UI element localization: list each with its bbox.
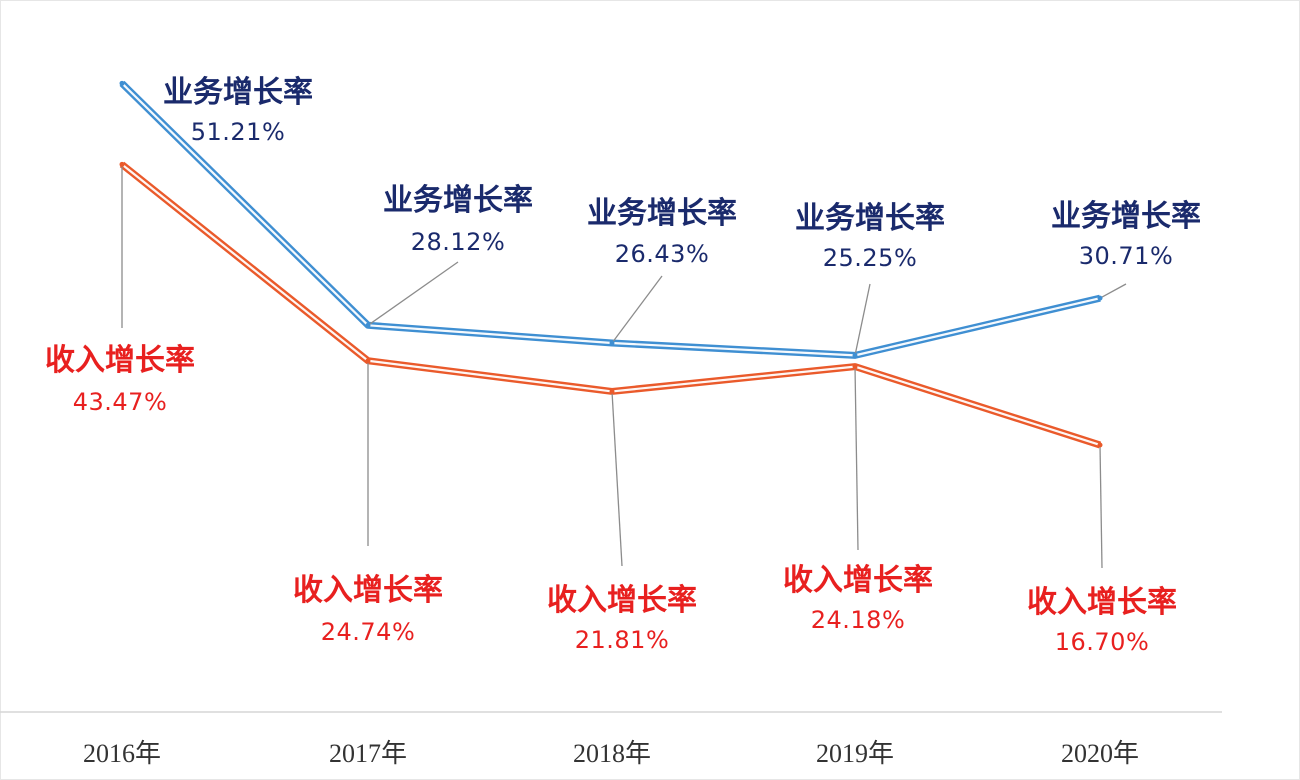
data-label-value: 28.12%	[411, 228, 506, 256]
data-label-value: 21.81%	[575, 626, 670, 654]
data-label-name: 收入增长率	[783, 563, 933, 598]
data-label-name: 收入增长率	[1027, 585, 1177, 620]
data-label-value: 43.47%	[73, 388, 168, 416]
data-label-name: 业务增长率	[383, 183, 533, 218]
data-label-name: 收入增长率	[547, 583, 697, 618]
leader-line	[611, 391, 623, 567]
leader-line	[854, 366, 859, 551]
data-point	[1097, 295, 1103, 301]
x-tick-label: 2017年	[329, 739, 407, 768]
data-label-name: 业务增长率	[1051, 199, 1201, 234]
data-label-value: 30.71%	[1079, 242, 1174, 270]
data-point	[365, 358, 371, 364]
data-point	[119, 80, 125, 86]
data-point	[119, 161, 125, 167]
leader-line	[367, 261, 459, 326]
leader-line	[1099, 283, 1127, 299]
leader-line	[854, 283, 871, 356]
data-label-value: 24.18%	[811, 606, 906, 634]
x-tick-label: 2019年	[816, 739, 894, 768]
x-tick-label: 2020年	[1061, 739, 1139, 768]
data-label-name: 业务增长率	[163, 75, 313, 110]
data-point	[852, 364, 858, 370]
x-tick-label: 2018年	[573, 739, 651, 768]
leader-line	[1099, 444, 1103, 569]
data-label-name: 业务增长率	[587, 196, 737, 231]
data-point	[365, 322, 371, 328]
data-point	[1097, 442, 1103, 448]
data-label-name: 业务增长率	[795, 201, 945, 236]
data-label-value: 24.74%	[321, 618, 416, 646]
data-label-value: 26.43%	[615, 240, 710, 268]
data-point	[609, 340, 615, 346]
x-tick-label: 2016年	[83, 739, 161, 768]
data-point	[852, 352, 858, 358]
data-label-value: 25.25%	[823, 244, 918, 272]
data-label-name: 收入增长率	[293, 573, 443, 608]
data-point	[609, 388, 615, 394]
data-label-name: 收入增长率	[45, 343, 195, 378]
data-label-value: 51.21%	[191, 118, 286, 146]
leader-line	[611, 275, 663, 344]
data-label-value: 16.70%	[1055, 628, 1150, 656]
